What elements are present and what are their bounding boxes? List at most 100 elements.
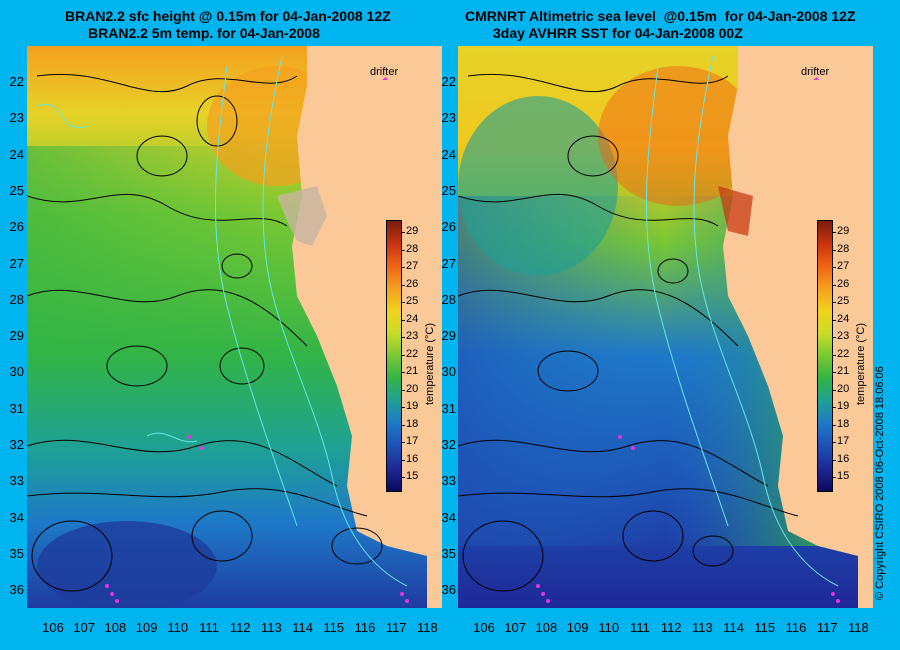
colorbar-tick-label: 17 — [406, 435, 419, 447]
longitude-label: 118 — [417, 620, 438, 635]
colorbar-tick-mark — [401, 302, 405, 303]
colorbar-tick-label: 16 — [406, 452, 419, 465]
right-title-line2: 3day AVHRR SST for 04-Jan-2008 00Z — [493, 25, 743, 41]
longitude-label: 110 — [598, 620, 620, 635]
colorbar-tick-label: 29 — [406, 225, 419, 237]
colorbar-tick-mark — [401, 284, 405, 286]
colorbar-tick-label: 25 — [837, 295, 850, 307]
longitude-label: 107 — [73, 620, 96, 635]
colorbar-tick-mark — [832, 354, 836, 356]
colorbar-tick-label: 22 — [406, 347, 419, 360]
latitude-label: 28 — [441, 291, 456, 307]
latitude-label: 27 — [9, 255, 24, 271]
longitude-label: 109 — [135, 620, 158, 635]
longitude-label: 107 — [504, 620, 527, 635]
colorbar-tick-label: 18 — [406, 417, 419, 430]
colorbar-tick-mark — [832, 319, 836, 321]
colorbar-tick-label: 15 — [837, 470, 850, 482]
colorbar-tick-mark — [401, 249, 405, 251]
latitude-label: 30 — [441, 364, 456, 380]
latitude-label: 27 — [441, 255, 456, 271]
colorbar-tick-mark — [401, 354, 405, 356]
colorbar-tick-mark — [401, 319, 405, 321]
longitude-label: 115 — [323, 620, 345, 635]
copyright-text: © Copyright CSIRO 2008 06-Oct-2008 18:06… — [874, 366, 886, 600]
colorbar-tick-mark — [832, 389, 836, 391]
colorbar-tick-mark — [401, 337, 405, 338]
latitude-label: 34 — [9, 509, 24, 525]
colorbar-tick-mark — [832, 267, 836, 268]
latitude-label: 32 — [9, 437, 24, 452]
longitude-label: 106 — [42, 620, 64, 635]
colorbar-tick-label: 20 — [406, 382, 419, 395]
colorbar-tick-label: 28 — [837, 242, 850, 255]
latitude-label: 31 — [9, 400, 24, 416]
latitude-label: 36 — [9, 582, 24, 598]
latitude-label: 35 — [9, 545, 24, 561]
latitude-label: 28 — [9, 291, 24, 307]
left-title-line1: BRAN2.2 sfc height @ 0.15m for 04-Jan-20… — [65, 8, 391, 24]
left-drifter-label: drifter — [370, 66, 399, 78]
colorbar-tick-label: 28 — [406, 242, 419, 255]
longitude-label: 115 — [754, 620, 776, 635]
longitude-label: 116 — [354, 620, 376, 635]
colorbar-tick-mark — [401, 442, 405, 443]
longitude-label: 112 — [660, 620, 682, 635]
colorbar-tick-mark — [832, 249, 836, 251]
longitude-label: 117 — [385, 620, 407, 635]
colorbar-tick-label: 22 — [837, 347, 850, 360]
colorbar-tick-mark — [832, 477, 836, 478]
longitude-label: 108 — [535, 620, 558, 635]
longitude-label: 116 — [785, 620, 807, 635]
colorbar-tick-label: 19 — [406, 400, 419, 412]
right-drifter-label: drifter — [801, 66, 830, 78]
longitude-label: 109 — [566, 620, 589, 635]
latitude-label: 24 — [441, 146, 456, 162]
right-title-line1: CMRNRT Altimetric sea level @0.15m for 0… — [465, 8, 856, 24]
latitude-label: 26 — [9, 219, 24, 235]
right-map-graphic — [458, 46, 873, 608]
colorbar-tick-label: 21 — [837, 365, 850, 377]
colorbar-tick-mark — [832, 442, 836, 443]
longitude-label: 108 — [104, 620, 127, 635]
longitude-label: 114 — [723, 620, 744, 635]
colorbar-tick-mark — [401, 232, 405, 233]
longitude-label: 113 — [692, 620, 713, 635]
longitude-label: 112 — [229, 620, 251, 635]
longitude-label: 114 — [292, 620, 313, 635]
colorbar-tick-label: 21 — [406, 365, 419, 377]
latitude-label: 36 — [441, 582, 456, 598]
latitude-label: 34 — [441, 509, 456, 525]
colorbar-tick-mark — [832, 407, 836, 408]
left-map: drifter — [27, 46, 442, 608]
colorbar-tick-label: 23 — [406, 330, 419, 342]
colorbar-gradient — [386, 220, 402, 492]
colorbar-tick-mark — [401, 267, 405, 268]
latitude-label: 24 — [9, 146, 24, 162]
longitude-label: 111 — [199, 620, 219, 635]
longitude-label: 106 — [473, 620, 495, 635]
colorbar-tick-mark — [832, 284, 836, 286]
colorbar-tick-mark — [832, 372, 836, 373]
longitude-label: 118 — [848, 620, 869, 635]
right-map: drifter — [458, 46, 873, 608]
colorbar-tick-label: 25 — [406, 295, 419, 307]
latitude-label: 23 — [9, 110, 24, 126]
latitude-label: 33 — [441, 473, 456, 489]
left-map-graphic — [27, 46, 442, 608]
colorbar-tick-mark — [401, 477, 405, 478]
latitude-label: 25 — [9, 182, 24, 198]
longitude-label: 113 — [261, 620, 282, 635]
longitude-label: 117 — [816, 620, 838, 635]
colorbar-tick-label: 18 — [837, 417, 850, 430]
colorbar-tick-mark — [401, 424, 405, 426]
colorbar-tick-mark — [401, 407, 405, 408]
colorbar-tick-label: 23 — [837, 330, 850, 342]
colorbar-title: temperature (°C) — [424, 322, 436, 405]
longitude-label: 110 — [167, 620, 189, 635]
latitude-label: 33 — [9, 473, 24, 489]
latitude-label: 30 — [9, 364, 24, 380]
latitude-label: 29 — [9, 328, 24, 344]
colorbar-tick-label: 27 — [406, 260, 419, 272]
colorbar-tick-label: 19 — [837, 400, 850, 412]
